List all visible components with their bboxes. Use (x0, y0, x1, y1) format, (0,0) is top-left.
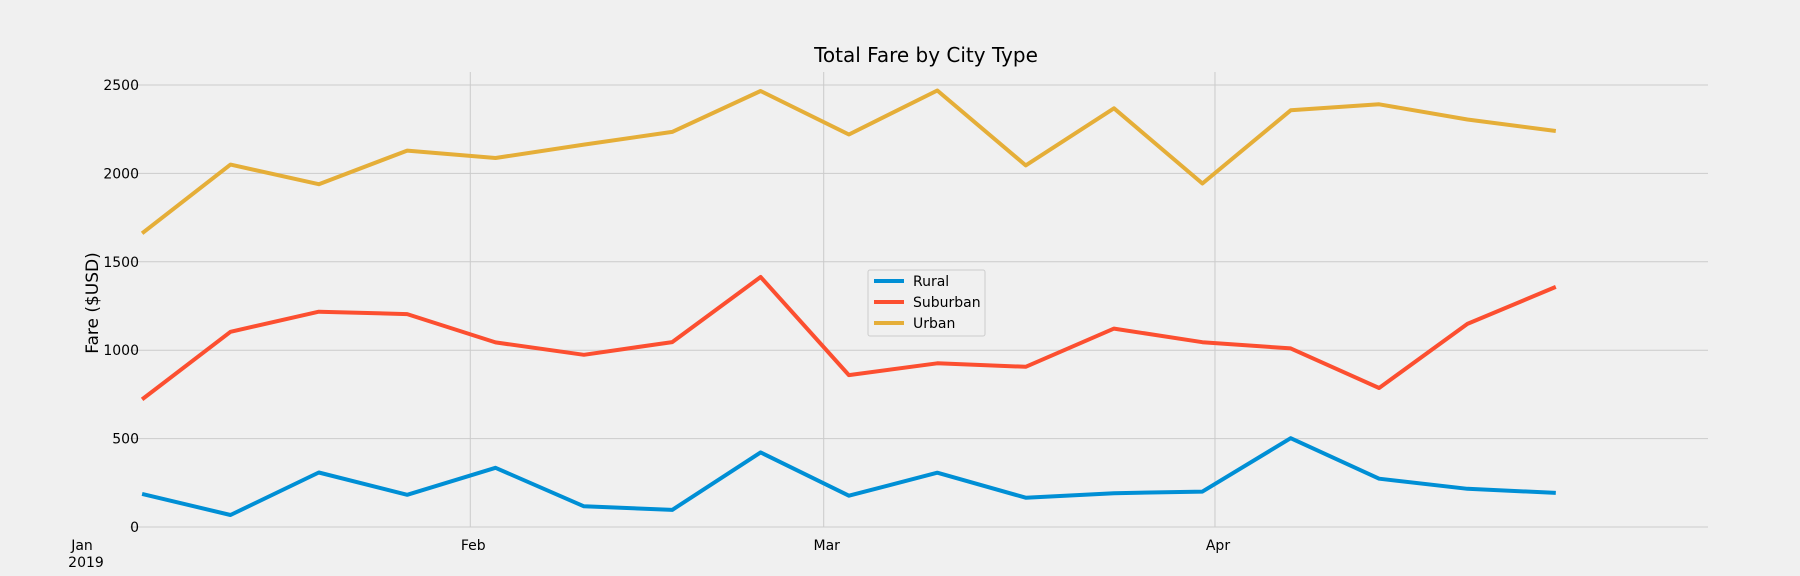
y-tick-label: 0 (130, 520, 139, 536)
series-lines (140, 88, 1557, 517)
series-line-urban (140, 88, 1557, 235)
y-axis-label: Fare ($USD) (83, 252, 103, 354)
legend-label-urban: Urban (913, 316, 955, 332)
legend: Rural Suburban Urban (867, 269, 986, 337)
chart-title: Total Fare by City Type (813, 43, 1038, 67)
series-line-suburban (140, 275, 1557, 401)
legend-label-rural: Rural (913, 274, 949, 290)
legend-label-suburban: Suburban (913, 295, 981, 311)
x-tick-label: Mar (813, 538, 840, 554)
x-tick-label: Apr (1206, 538, 1230, 554)
y-tick-label: 1500 (103, 255, 139, 271)
y-tick-label: 2000 (103, 166, 139, 182)
y-tick-label: 2500 (103, 78, 139, 94)
series-line-rural (141, 436, 1556, 517)
x-tick-sublabel: 2019 (68, 555, 104, 571)
legend-box (867, 269, 986, 337)
x-gridlines (469, 72, 1216, 527)
y-tick-label: 1000 (103, 343, 139, 359)
x-tick-label: Feb (461, 538, 486, 554)
x-tick-label: Jan (70, 538, 93, 554)
y-tick-labels: 0 500 1000 1500 2000 2500 (103, 78, 139, 536)
y-gridlines (130, 84, 1708, 528)
y-tick-label: 500 (112, 432, 139, 448)
